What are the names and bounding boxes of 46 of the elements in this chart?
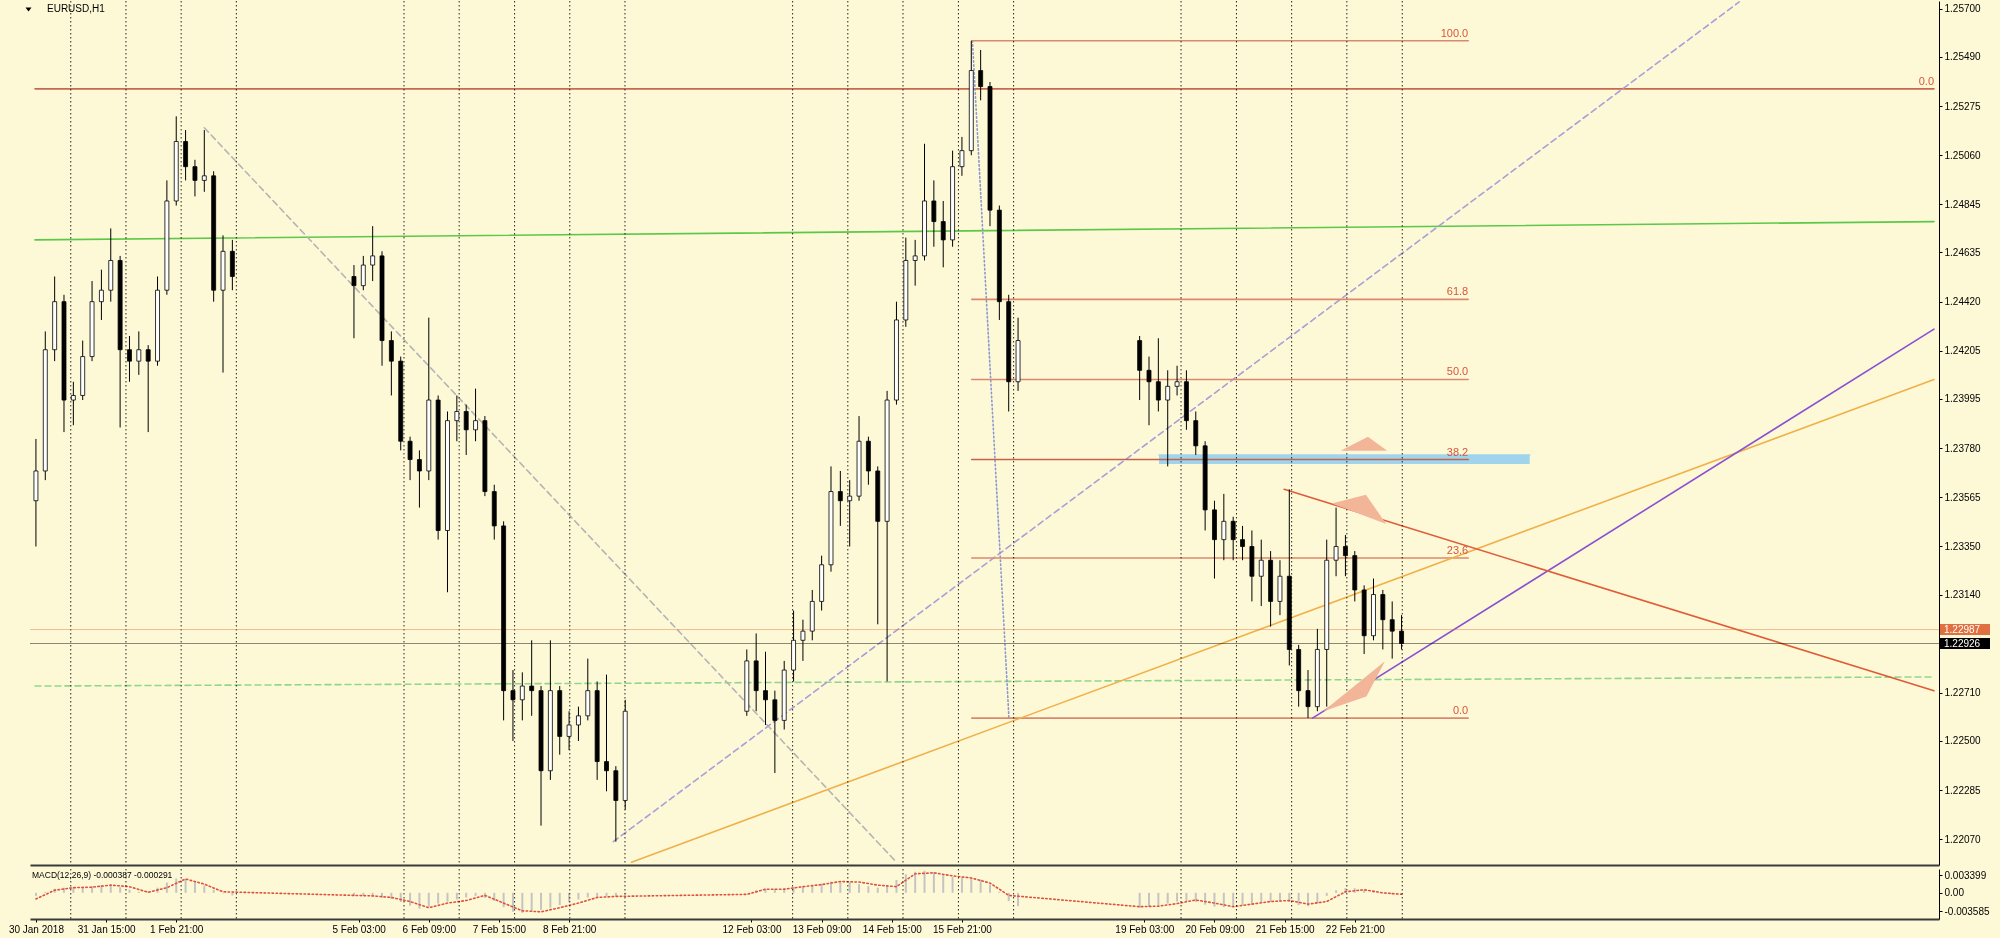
- y-tick-label: 1.23140: [1944, 589, 1982, 601]
- annotation: 100.0: [1440, 26, 1469, 39]
- y-tick-label: 0.00: [1944, 887, 1965, 899]
- chart-title: MACD(12,26,9) -0.000387 -0.000291: [32, 870, 173, 880]
- annotation: 0.0: [1918, 74, 1934, 87]
- x-tick-label: 15 Feb 21:00: [932, 923, 993, 935]
- y-tick-label: 1.24205: [1944, 345, 1982, 357]
- y-tick-label: 1.25490: [1944, 51, 1982, 63]
- y-tick-label: 1.25700: [1944, 3, 1982, 15]
- x-tick-label: 31 Jan 15:00: [77, 923, 136, 935]
- x-tick-label: 13 Feb 09:00: [792, 923, 853, 935]
- chart-title: EURUSD,H1: [47, 2, 106, 14]
- annotation: 50.0: [1446, 365, 1469, 378]
- x-tick-label: 5 Feb 03:00: [332, 923, 387, 935]
- y-tick-label: 1.23565: [1944, 491, 1982, 503]
- y-tick-label: 1.25275: [1944, 100, 1982, 112]
- x-tick-label: 22 Feb 21:00: [1325, 923, 1386, 935]
- x-tick-label: 6 Feb 09:00: [402, 923, 457, 935]
- y-tick-label: 0.003399: [1944, 869, 1987, 881]
- x-tick-label: 14 Feb 15:00: [862, 923, 923, 935]
- y-tick-label: 1.24845: [1944, 198, 1982, 210]
- y-tick-label: 1.23995: [1944, 393, 1982, 405]
- annotation: 0.0: [1452, 704, 1469, 717]
- x-tick-label: 20 Feb 09:00: [1185, 923, 1245, 935]
- annotation: 38.2: [1446, 445, 1469, 458]
- x-tick-label: 1 Feb 21:00: [150, 923, 204, 935]
- ref-line-label: 1.22926: [1944, 637, 1981, 649]
- y-tick-label: -0.003585: [1944, 905, 1990, 917]
- x-tick-label: 7 Feb 15:00: [472, 923, 527, 935]
- x-tick-label: 19 Feb 03:00: [1115, 923, 1175, 935]
- y-tick-label: 1.23350: [1944, 540, 1982, 552]
- y-tick-label: 1.25060: [1944, 149, 1982, 161]
- annotation: 61.8: [1446, 285, 1469, 298]
- y-tick-label: 1.23780: [1944, 442, 1982, 454]
- y-tick-label: 1.22285: [1944, 784, 1982, 796]
- y-tick-label: 1.24420: [1944, 296, 1982, 308]
- x-tick-label: 12 Feb 03:00: [722, 923, 782, 935]
- ref-line-label: 1.22987: [1944, 623, 1981, 635]
- y-tick-label: 1.22710: [1944, 687, 1982, 699]
- y-tick-label: 1.24635: [1944, 246, 1982, 258]
- x-tick-label: 30 Jan 2018: [8, 923, 65, 935]
- y-tick-label: 1.22070: [1944, 833, 1982, 845]
- y-tick-label: 1.22500: [1944, 735, 1982, 747]
- annotation: 23.6: [1446, 543, 1469, 556]
- x-tick-label: 21 Feb 15:00: [1255, 923, 1316, 935]
- x-tick-label: 8 Feb 21:00: [542, 923, 597, 935]
